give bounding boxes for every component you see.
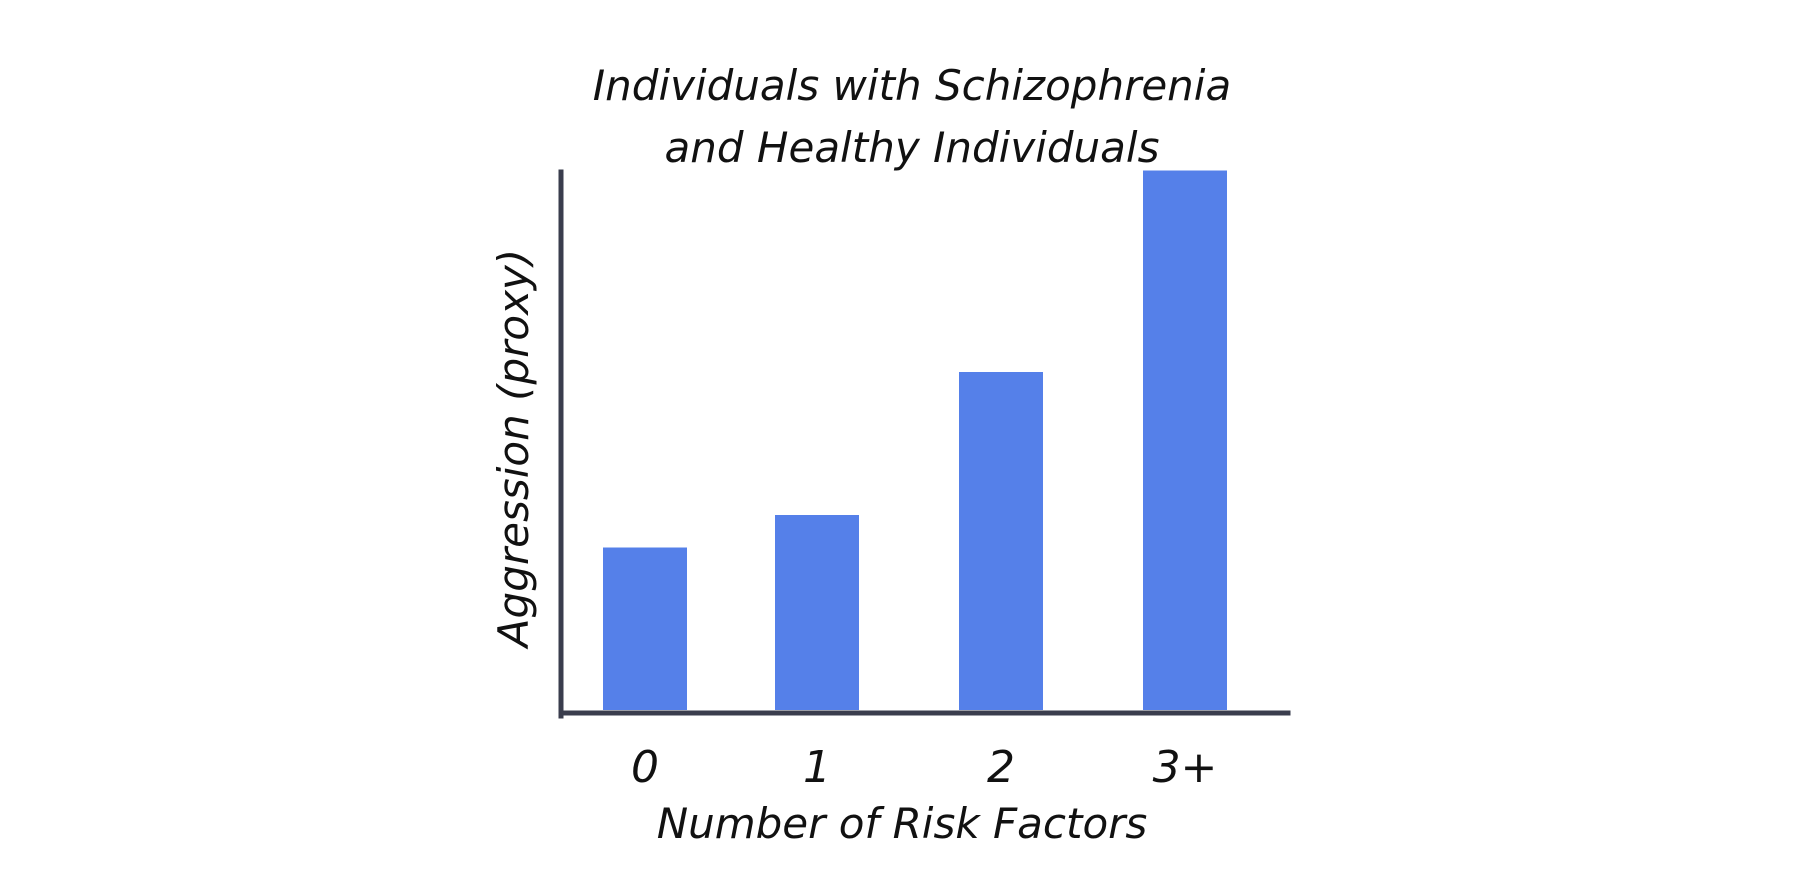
x-tick-labels: 0 1 2 3+ [631,742,1217,793]
x-tick-label: 3+ [1153,742,1218,793]
y-axis-label: Aggression (proxy) [489,249,538,650]
bar-3-plus [1143,170,1227,710]
x-axis-label: Number of Risk Factors [657,799,1148,848]
x-tick-label: 0 [631,742,659,793]
bar-1 [775,515,859,710]
bars-group [603,170,1227,710]
chart-title-line-2: and Healthy Individuals [665,123,1160,172]
bar-2 [959,372,1043,710]
chart-title-line-1: Individuals with Schizophrenia [593,61,1231,110]
chart-title: Individuals with Schizophrenia and Healt… [593,61,1231,172]
bar-0 [603,547,687,710]
x-tick-label: 1 [803,742,831,793]
x-tick-label: 2 [987,742,1015,793]
